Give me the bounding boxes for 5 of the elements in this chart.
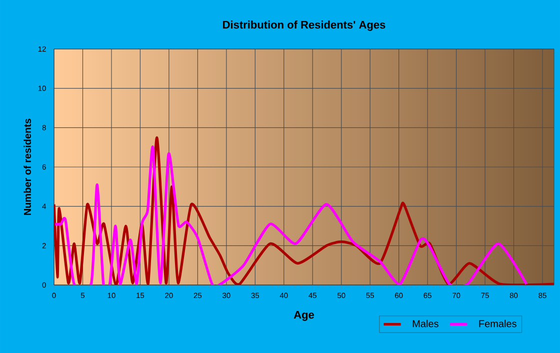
chart-title: Distribution of Residents' Ages [223,20,386,31]
x-axis-title: Age [294,310,314,321]
legend-label: Females [479,320,516,328]
legend-label: Males [412,320,438,328]
y-axis-title: Number of residents [24,118,31,215]
